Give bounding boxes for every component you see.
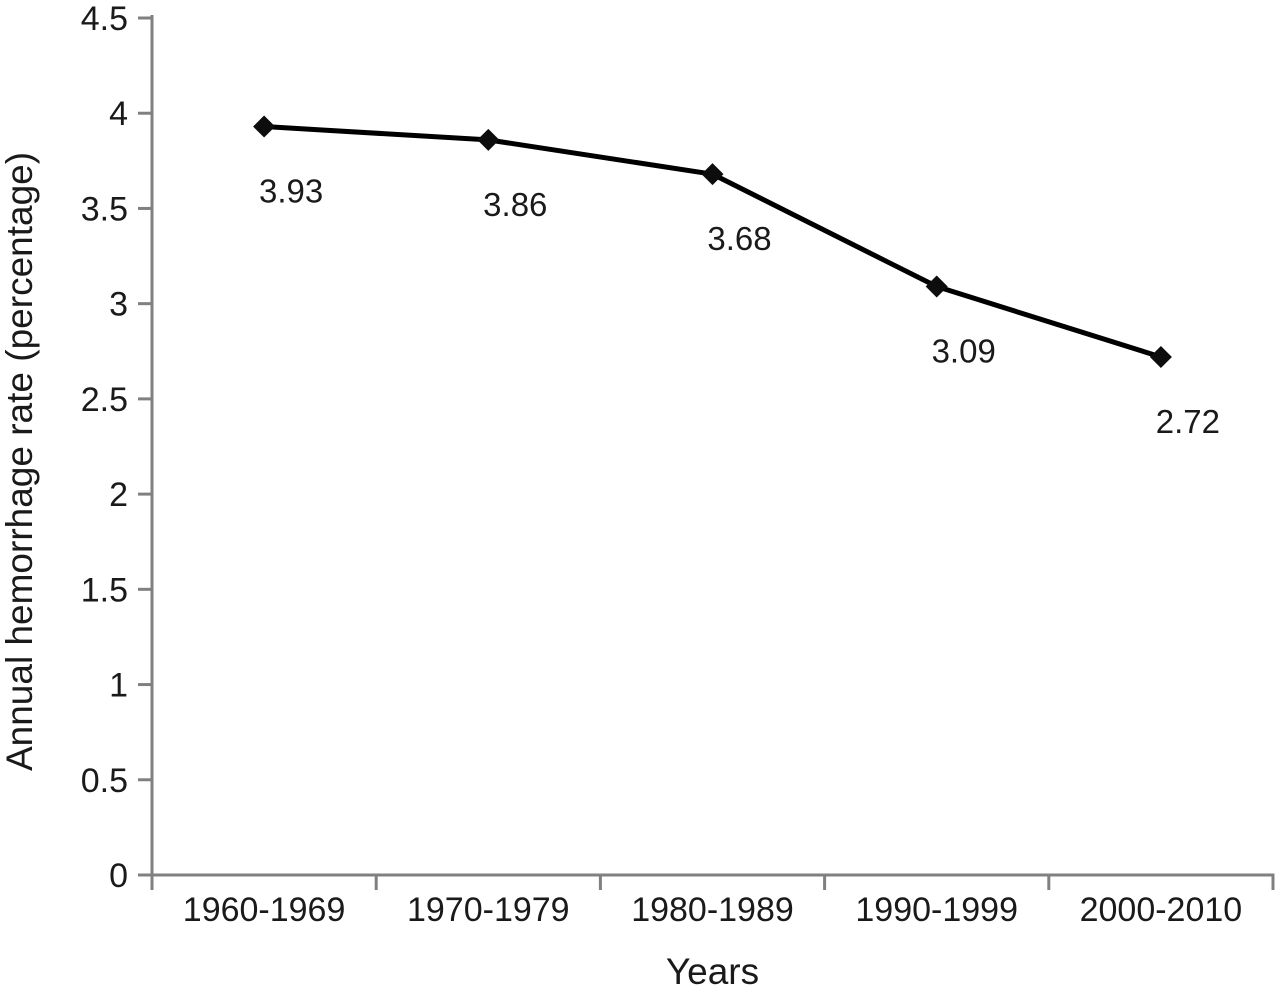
data-point-marker [477, 128, 500, 151]
x-category-label: 2000-2010 [1080, 891, 1243, 929]
x-category-label: 1990-1999 [855, 891, 1018, 929]
y-tick-label: 1 [109, 667, 128, 705]
data-point-label: 3.68 [707, 220, 771, 257]
x-category-label: 1980-1989 [631, 891, 794, 929]
data-point-label: 2.72 [1156, 403, 1220, 440]
y-tick-label: 3 [109, 286, 128, 324]
y-tick-label: 1.5 [81, 571, 128, 609]
y-tick-label: 0.5 [81, 762, 128, 800]
y-tick-label: 4 [109, 95, 128, 133]
y-tick-label: 2.5 [81, 381, 128, 419]
y-axis-title: Annual hemorrhage rate (percentage) [0, 152, 40, 771]
y-tick-label: 0 [109, 857, 128, 895]
x-category-label: 1970-1979 [407, 891, 570, 929]
data-point-label: 3.09 [932, 333, 996, 370]
data-point-marker [1149, 345, 1172, 368]
data-point-marker [701, 163, 724, 186]
data-point-label: 3.93 [259, 173, 323, 210]
data-point-marker [925, 275, 948, 298]
x-axis-title: Years [666, 951, 759, 992]
y-tick-label: 4.5 [81, 0, 128, 38]
y-tick-label: 2 [109, 476, 128, 514]
y-tick-label: 3.5 [81, 190, 128, 228]
x-category-label: 1960-1969 [183, 891, 346, 929]
data-point-marker [253, 115, 276, 138]
data-point-label: 3.86 [483, 186, 547, 223]
